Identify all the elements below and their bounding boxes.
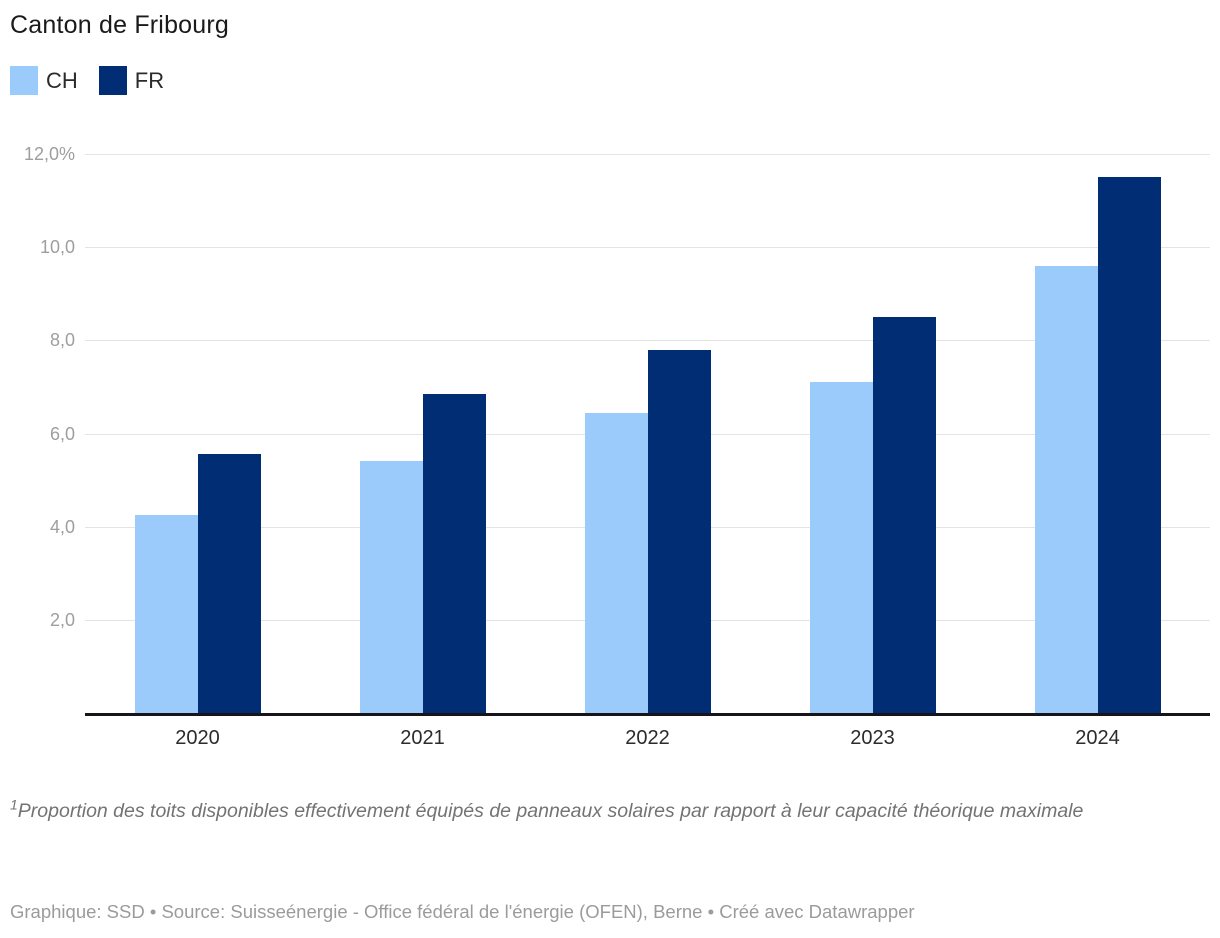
bar-ch-2021 (359, 461, 423, 713)
x-axis-label-2023: 2023 (850, 727, 895, 749)
legend: CH FR (10, 66, 185, 95)
y-axis-tick-label: 2,0 (49, 609, 75, 630)
bar-ch-2023 (809, 382, 873, 713)
legend-swatch-fr (98, 66, 127, 95)
legend-item-ch: CH (10, 66, 78, 95)
legend-label: CH (46, 67, 78, 93)
y-axis-tick-label: 6,0 (49, 423, 75, 444)
y-axis-tick-label: 10,0 (39, 237, 75, 258)
source-line: Graphique: SSD • Source: Suisseénergie -… (10, 901, 915, 922)
bar-chart: 12,0% 10,0 8,0 6,0 4,0 2,0 2020 2021 2022 2023 202… (23, 144, 1210, 749)
bar-ch-2024 (1034, 265, 1098, 713)
x-axis-label-2020: 2020 (175, 727, 220, 749)
bar-fr-2024 (1097, 177, 1161, 713)
gridline-10 (85, 247, 1210, 249)
bar-ch-2022 (584, 412, 648, 713)
y-axis-tick-label: 4,0 (49, 516, 75, 537)
legend-item-fr: FR (98, 66, 165, 95)
footnote-text: Proportion des toits disponibles effecti… (17, 800, 1084, 822)
x-axis-label-2021: 2021 (400, 727, 445, 749)
footnote-superscript: 1 (10, 796, 18, 813)
y-axis-tick-label: 8,0 (49, 330, 75, 351)
x-axis-label-2022: 2022 (625, 727, 670, 749)
x-axis-label-2024: 2024 (1075, 727, 1120, 749)
bar-fr-2020 (197, 454, 261, 713)
legend-swatch-ch (10, 66, 38, 95)
x-axis-line (85, 713, 1210, 716)
gridline-8 (85, 340, 1210, 342)
legend-label: FR (134, 67, 165, 93)
y-axis-tick-label: 12,0% (23, 144, 75, 164)
footnote: 1Proportion des toits disponibles effect… (10, 798, 1210, 825)
bar-fr-2021 (422, 393, 486, 713)
bar-fr-2022 (647, 349, 711, 713)
page-title: Canton de Fribourg (10, 11, 230, 39)
bar-fr-2023 (872, 317, 936, 713)
bar-ch-2020 (134, 515, 198, 713)
gridline-12 (85, 154, 1210, 155)
